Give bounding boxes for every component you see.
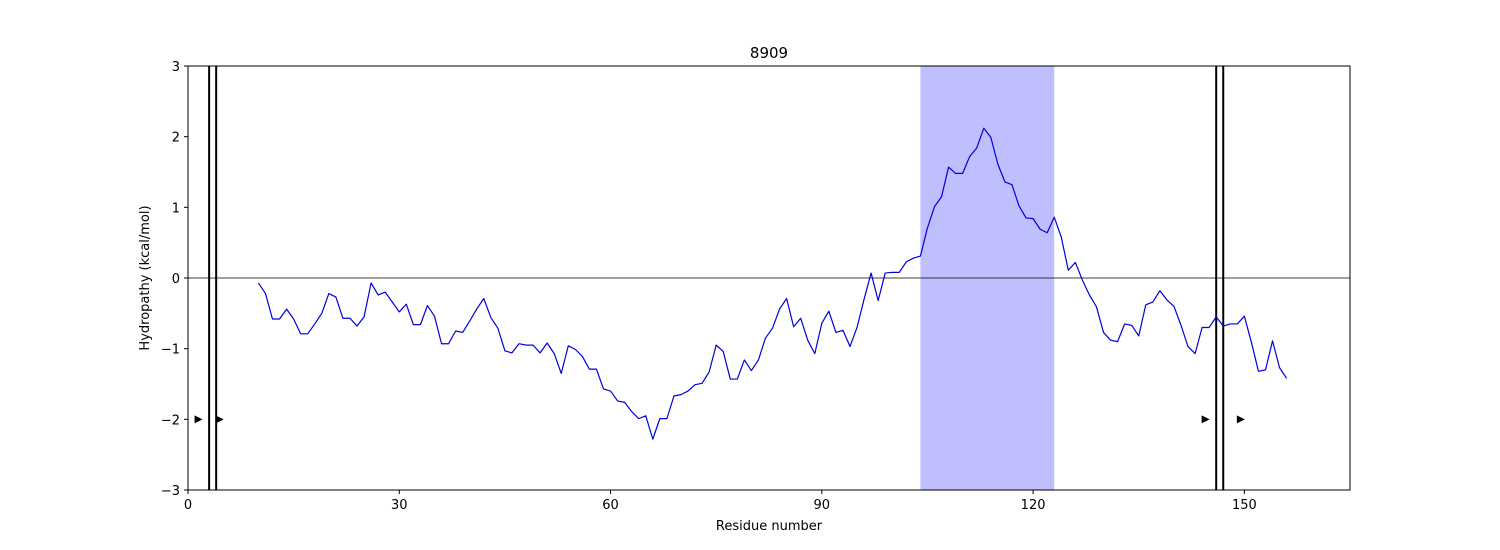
boundary-arrow-1-1	[1236, 415, 1245, 424]
boundary-arrow-1-0	[1201, 415, 1210, 424]
plot-area: 0 30 60 90 120 150 −3 −2 −1 0 1 2 3	[161, 60, 1351, 513]
x-tick-label: 60	[602, 498, 619, 513]
y-tick-label: 2	[172, 131, 180, 146]
y-tick-label: −1	[161, 343, 180, 358]
y-axis-label: Hydropathy (kcal/mol)	[138, 205, 153, 350]
x-tick-label: 150	[1232, 498, 1257, 513]
x-tick-label: 30	[391, 498, 408, 513]
x-axis-label: Residue number	[716, 519, 823, 534]
chart-title: 8909	[750, 44, 788, 62]
boundary-arrow-0-0	[194, 415, 203, 424]
boundary-arrow-0-1	[215, 415, 224, 424]
y-tick-label: 0	[172, 272, 180, 287]
y-tick-label: −3	[161, 484, 180, 499]
y-tick-label: 3	[172, 60, 180, 75]
x-tick-label: 0	[184, 498, 192, 513]
y-tick-label: −2	[161, 413, 180, 428]
x-tick-label: 120	[1021, 498, 1046, 513]
x-tick-label: 90	[814, 498, 831, 513]
series-line-0	[257, 127, 1288, 440]
y-tick-label: 1	[172, 201, 180, 216]
